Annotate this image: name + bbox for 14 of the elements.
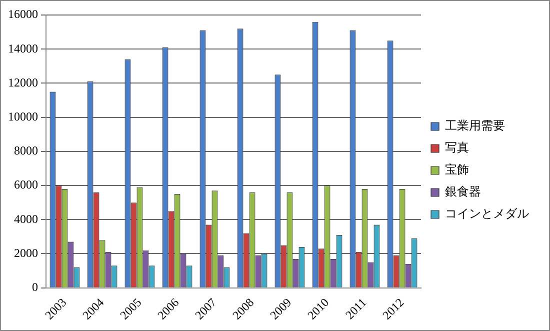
legend-label: コインとメダル <box>445 206 529 221</box>
y-tick-label: 14000 <box>8 41 38 56</box>
y-tick-label: 16000 <box>8 7 38 22</box>
y-tick-label: 10000 <box>8 109 38 124</box>
y-tick-label: 2000 <box>14 246 38 260</box>
y-tick-label: 12000 <box>8 75 38 90</box>
y-tick-label: 4000 <box>14 212 38 226</box>
legend-label: 写真 <box>445 140 469 155</box>
legend-label: 銀食器 <box>445 184 481 199</box>
y-tick-label: 0 <box>32 280 38 294</box>
legend-label: 宝飾 <box>445 162 469 177</box>
y-tick-label: 6000 <box>14 178 38 192</box>
legend-label: 工業用需要 <box>445 118 505 133</box>
y-tick-label: 8000 <box>14 144 38 158</box>
